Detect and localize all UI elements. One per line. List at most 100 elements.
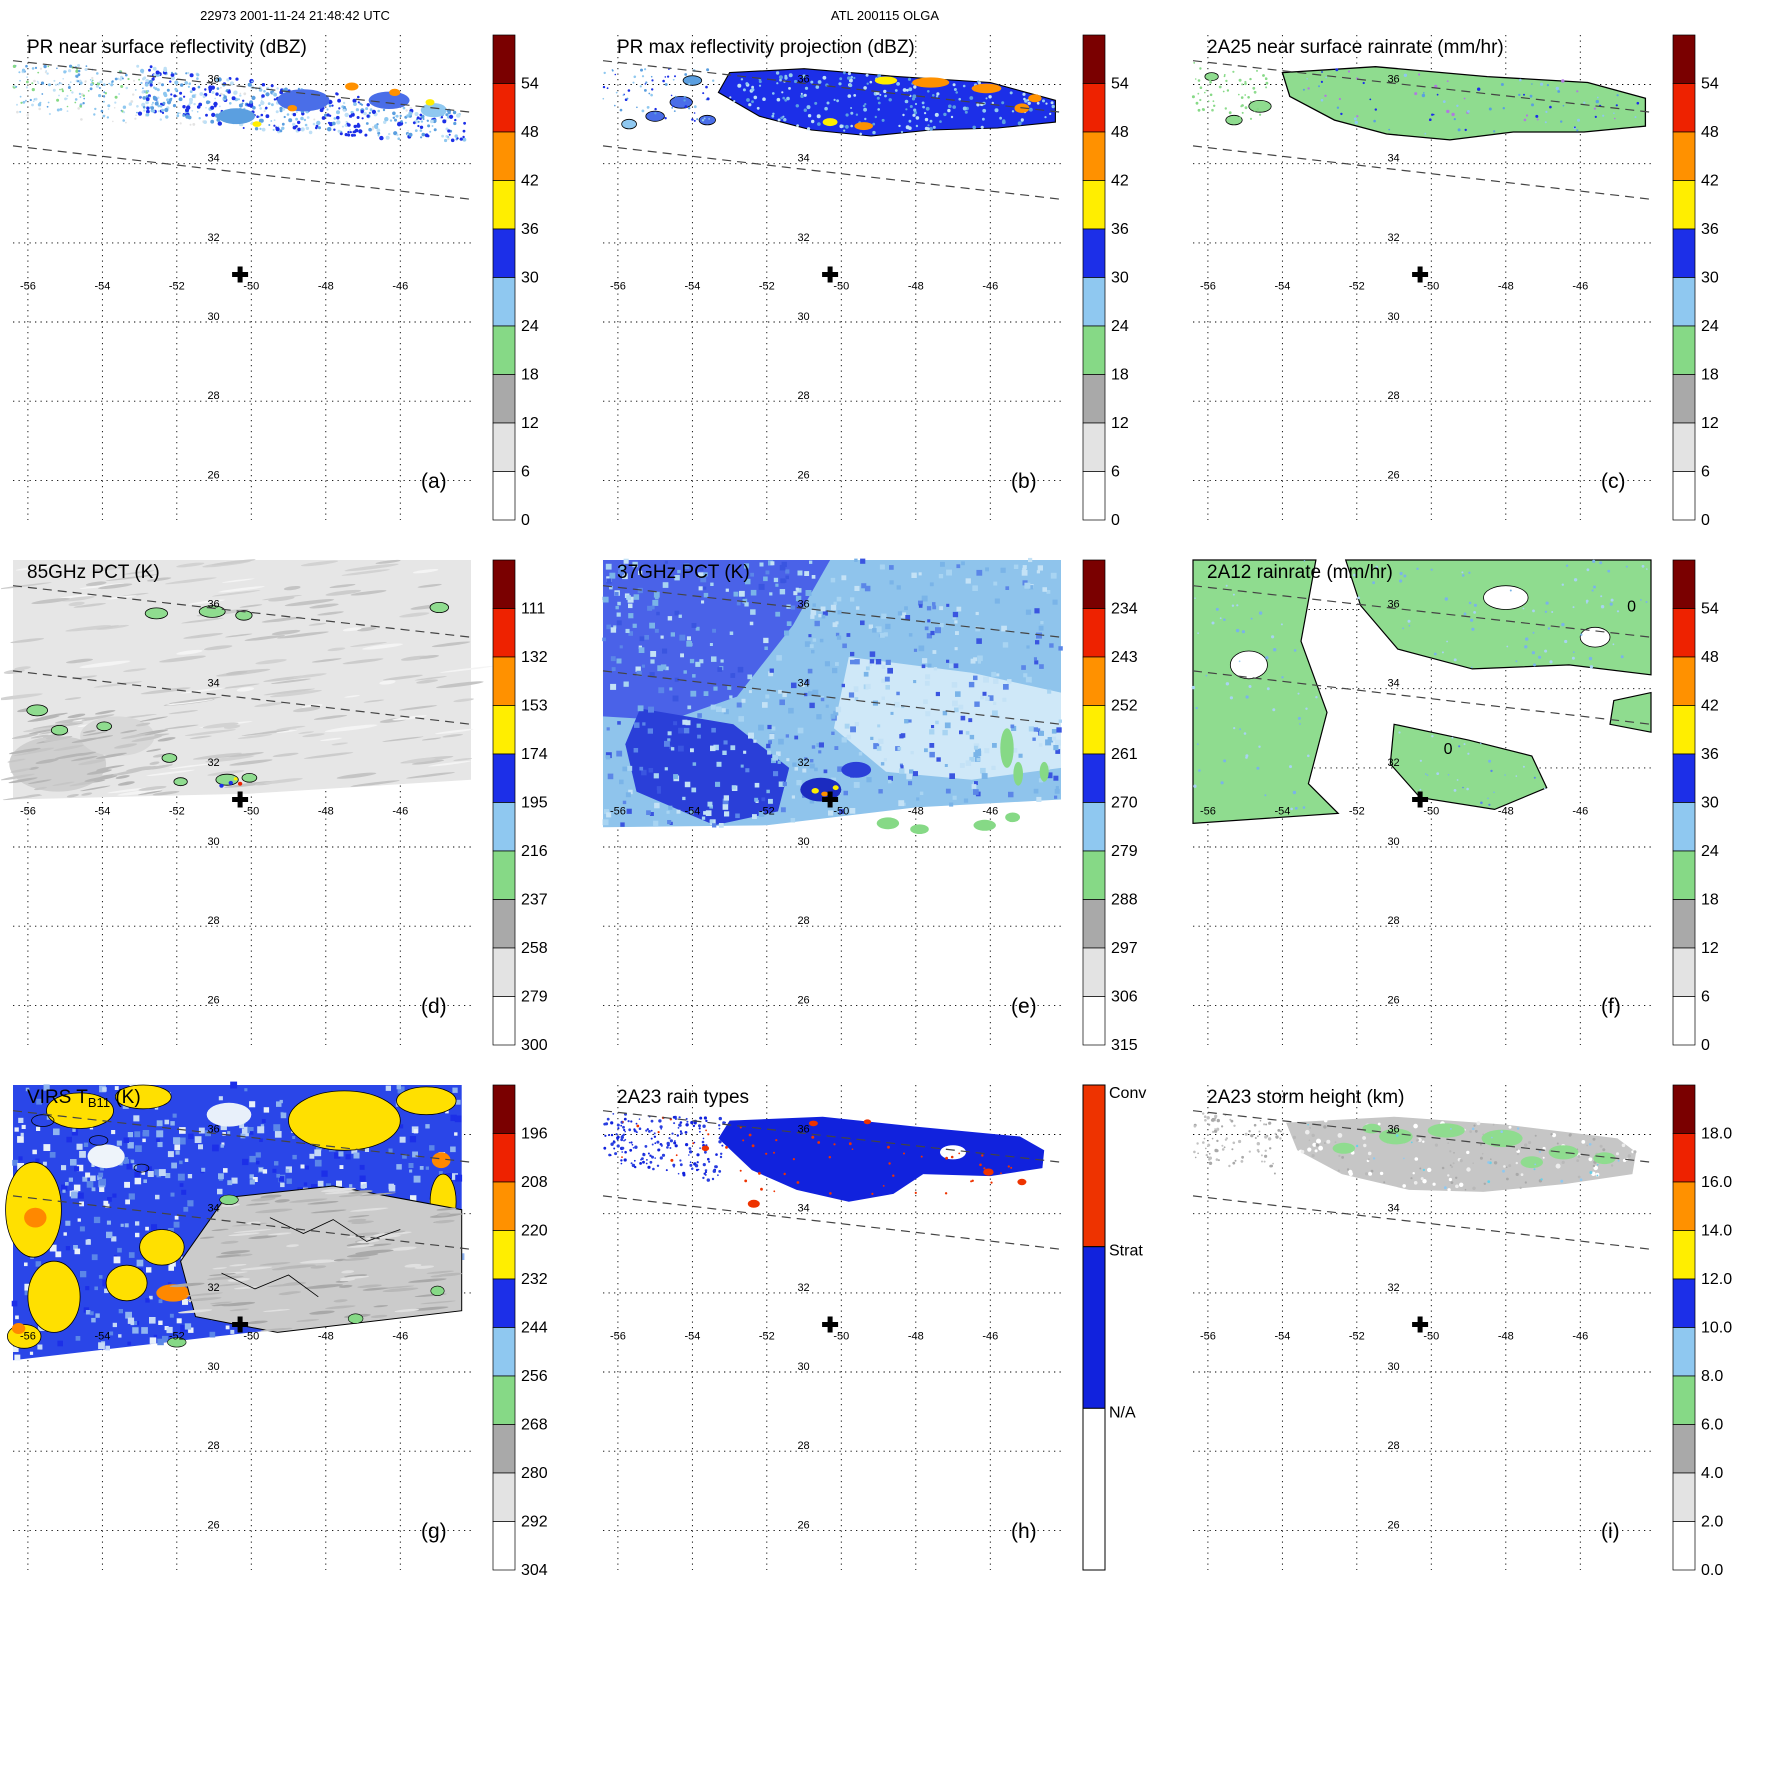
- svg-text:54: 54: [1701, 76, 1719, 93]
- svg-text:0.0: 0.0: [1701, 1562, 1723, 1579]
- storm-center-cross: [1412, 1316, 1429, 1333]
- svg-text:6: 6: [521, 464, 530, 481]
- axis-labels: -56 -54 -52 -50 -48 -46 36 34 32 30 28 26: [1200, 599, 1588, 1007]
- svg-text:18: 18: [1701, 892, 1719, 909]
- svg-text:34: 34: [1387, 153, 1399, 165]
- svg-text:258: 258: [521, 940, 548, 957]
- svg-text:0: 0: [1627, 599, 1636, 616]
- map-data: [12, 64, 467, 143]
- panel-a: -56 -54 -52 -50 -48 -46 36 34 32 30 28 26 PR near su…: [1, 25, 591, 545]
- svg-text:-56: -56: [20, 806, 36, 818]
- svg-text:36: 36: [1701, 221, 1719, 238]
- panel-a-chart: -56 -54 -52 -50 -48 -46 36 34 32 30 28 26 PR near su…: [12, 34, 539, 529]
- svg-text:208: 208: [521, 1174, 548, 1191]
- map-grid: [13, 560, 471, 1045]
- svg-text:14.0: 14.0: [1701, 1223, 1732, 1240]
- svg-text:30: 30: [1387, 1361, 1399, 1373]
- orbit-timestamp: 22973 2001-11-24 21:48:42 UTC: [200, 8, 390, 23]
- map-data: 00: [1191, 559, 1652, 824]
- svg-text:26: 26: [207, 994, 219, 1006]
- colorbar: Conv Strat N/A: [1082, 1084, 1146, 1571]
- map-data: [1, 559, 493, 801]
- panel-letter: (a): [421, 470, 447, 493]
- svg-text:-56: -56: [1200, 1331, 1216, 1343]
- svg-text:-46: -46: [982, 1331, 998, 1343]
- svg-text:220: 220: [521, 1223, 548, 1240]
- map-grid: [13, 35, 471, 520]
- svg-text:279: 279: [1111, 843, 1138, 860]
- svg-text:32: 32: [207, 232, 219, 244]
- svg-text:Conv: Conv: [1109, 1085, 1146, 1102]
- svg-text:-54: -54: [94, 1331, 110, 1343]
- svg-text:252: 252: [1111, 698, 1138, 715]
- svg-text:42: 42: [1701, 698, 1719, 715]
- svg-text:28: 28: [207, 915, 219, 927]
- svg-text:0: 0: [521, 512, 530, 529]
- svg-text:-46: -46: [1572, 1331, 1588, 1343]
- svg-text:26: 26: [207, 469, 219, 481]
- storm-id-title: ATL 200115 OLGA: [830, 8, 940, 23]
- svg-text:32: 32: [797, 1282, 809, 1294]
- svg-text:174: 174: [521, 746, 548, 763]
- svg-text:-46: -46: [982, 281, 998, 293]
- svg-text:12: 12: [1701, 415, 1719, 432]
- panel-title: 2A23 rain types: [617, 1087, 749, 1108]
- panel-letter: (c): [1601, 470, 1626, 493]
- panel-letter: (i): [1601, 1520, 1620, 1543]
- svg-text:-52: -52: [1349, 1331, 1365, 1343]
- svg-text:237: 237: [521, 892, 548, 909]
- svg-text:-48: -48: [1498, 1331, 1514, 1343]
- pr-swath-edges: [1192, 1110, 1652, 1250]
- svg-text:-54: -54: [1274, 281, 1290, 293]
- svg-text:-46: -46: [392, 806, 408, 818]
- svg-text:111: 111: [521, 601, 545, 618]
- map-grid: [603, 1085, 1061, 1570]
- svg-text:6: 6: [1701, 989, 1710, 1006]
- svg-text:26: 26: [207, 1519, 219, 1531]
- svg-text:28: 28: [797, 1440, 809, 1452]
- svg-text:30: 30: [1387, 311, 1399, 323]
- svg-text:42: 42: [1701, 173, 1719, 190]
- svg-text:-48: -48: [318, 281, 334, 293]
- svg-text:36: 36: [1387, 1124, 1399, 1136]
- svg-text:-54: -54: [94, 806, 110, 818]
- map-grid: [1193, 35, 1651, 520]
- svg-text:26: 26: [1387, 469, 1399, 481]
- axis-labels: -56 -54 -52 -50 -48 -46 36 34 32 30 28 26: [20, 1124, 408, 1532]
- svg-text:28: 28: [207, 1440, 219, 1452]
- svg-text:10.0: 10.0: [1701, 1320, 1732, 1337]
- map-data: [603, 1112, 1045, 1208]
- svg-text:32: 32: [797, 757, 809, 769]
- svg-text:-50: -50: [1423, 806, 1439, 818]
- colorbar: 54 48 42 36 30 24 18 12 6 0: [1082, 34, 1129, 529]
- svg-text:-46: -46: [1572, 281, 1588, 293]
- svg-text:32: 32: [1387, 232, 1399, 244]
- panel-d-chart: -56 -54 -52 -50 -48 -46 36 34 32 30 28 26 85GHz PCT …: [1, 559, 548, 1054]
- svg-text:26: 26: [797, 994, 809, 1006]
- svg-text:4.0: 4.0: [1701, 1465, 1723, 1482]
- panel-title: 2A12 rainrate (mm/hr): [1207, 562, 1393, 583]
- svg-text:30: 30: [797, 1361, 809, 1373]
- svg-text:36: 36: [207, 599, 219, 611]
- svg-text:304: 304: [521, 1562, 548, 1579]
- svg-text:315: 315: [1111, 1037, 1138, 1054]
- svg-text:-54: -54: [1274, 806, 1290, 818]
- svg-text:36: 36: [207, 74, 219, 86]
- svg-text:30: 30: [1387, 836, 1399, 848]
- svg-text:28: 28: [1387, 390, 1399, 402]
- svg-text:18: 18: [1701, 367, 1719, 384]
- axis-labels: -56 -54 -52 -50 -48 -46 36 34 32 30 28 26: [1200, 1124, 1588, 1532]
- svg-text:48: 48: [521, 124, 539, 141]
- svg-text:-54: -54: [94, 281, 110, 293]
- svg-text:-54: -54: [1274, 1331, 1290, 1343]
- svg-text:-46: -46: [392, 281, 408, 293]
- svg-text:-56: -56: [610, 281, 626, 293]
- panel-b: -56 -54 -52 -50 -48 -46 36 34 32 30 28 26 PR max ref…: [591, 25, 1181, 545]
- svg-text:-52: -52: [759, 1331, 775, 1343]
- svg-text:280: 280: [521, 1465, 548, 1482]
- svg-text:196: 196: [521, 1126, 548, 1143]
- svg-text:28: 28: [207, 390, 219, 402]
- svg-text:32: 32: [1387, 757, 1399, 769]
